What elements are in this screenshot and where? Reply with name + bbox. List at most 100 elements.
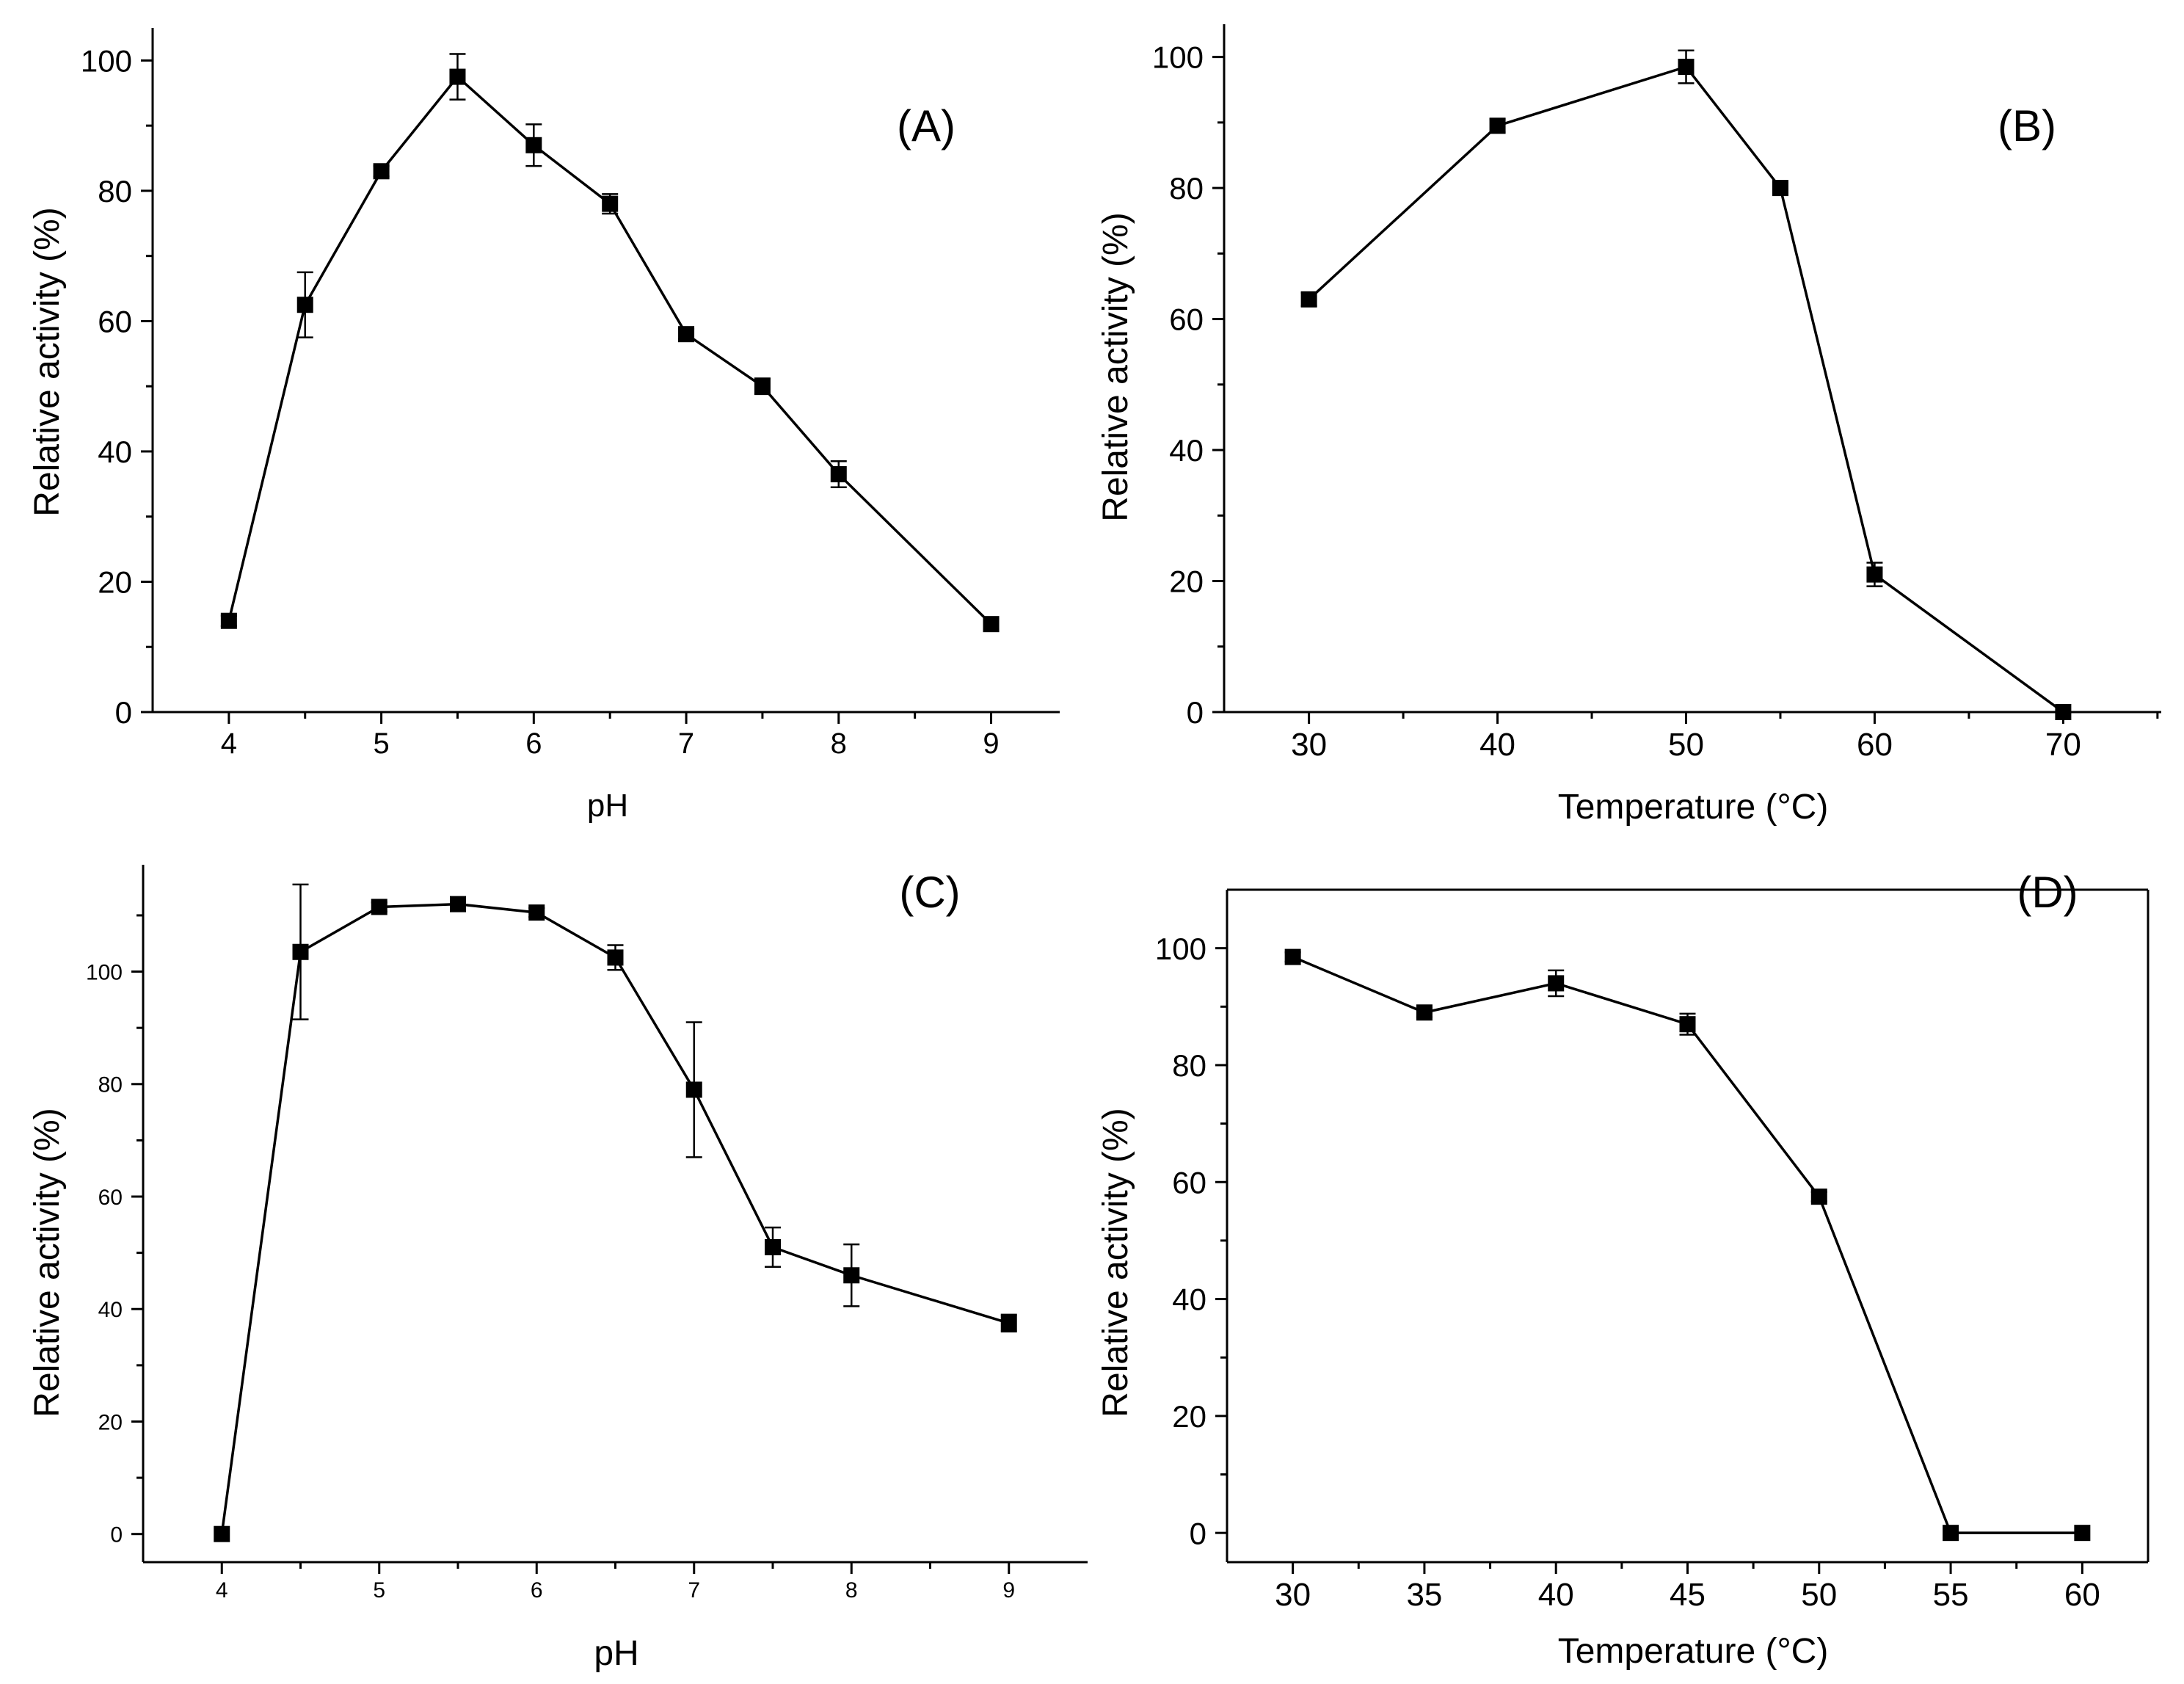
panel-d-x-tick-label: 30 <box>1275 1577 1311 1613</box>
panel-b-x-tick-label: 30 <box>1291 727 1327 763</box>
panel-a-data-point <box>754 378 771 395</box>
panel-c-data-point <box>1000 1315 1017 1332</box>
panel-c-series-line <box>220 902 1010 1534</box>
panel-d-label: (D) <box>2017 868 2078 917</box>
panel-c-data-point <box>528 904 545 921</box>
panel-d-y-tick-label: 20 <box>1172 1399 1206 1434</box>
panel-d-x-tick-label: 60 <box>2064 1577 2100 1613</box>
panel-c-x-tick-label: 7 <box>688 1578 700 1603</box>
panel-b-y-tick-label: 40 <box>1169 433 1204 468</box>
panel-d-data-point <box>1679 1016 1696 1033</box>
panel-c-y-tick-label: 100 <box>86 960 123 984</box>
panel-a-y-tick-label: 0 <box>115 695 132 730</box>
panel-c-y-tick-label: 40 <box>98 1298 123 1322</box>
panel-d-data-point <box>2074 1525 2091 1542</box>
panel-d-x-tick-label: 55 <box>1933 1577 1969 1613</box>
panel-b-y-tick-label: 100 <box>1152 40 1204 75</box>
panel-a-x-tick-label: 5 <box>373 727 389 760</box>
panel-c-y-axis-label: Relative activity (%) <box>28 1108 67 1417</box>
panel-d-y-tick-label: 80 <box>1172 1048 1206 1083</box>
panel-b-data-point <box>1866 566 1883 583</box>
panel-d-data-point <box>1416 1004 1433 1021</box>
panel-a-data-point <box>983 616 1000 633</box>
panel-d-data-point <box>1284 948 1301 965</box>
panel-d-x-tick-label: 50 <box>1801 1577 1837 1613</box>
panel-c-x-tick-label: 9 <box>1002 1578 1015 1603</box>
panel-d-y-axis-label: Relative activity (%) <box>1096 1108 1135 1417</box>
panel-a-x-tick-label: 9 <box>983 727 999 760</box>
panel-a-x-axis-label: pH <box>587 788 628 824</box>
panel-a-y-tick-label: 100 <box>81 44 132 79</box>
panel-a-series-line <box>228 75 992 625</box>
panel-a-x-tick-label: 4 <box>221 727 237 760</box>
panel-d-x-axis-label: Temperature (°C) <box>1558 1632 1829 1671</box>
panel-a: (A) pH Relative activity (%) 4 5 6 7 8 9 0 20 40… <box>28 28 1060 824</box>
panel-d-data-point <box>1548 975 1565 992</box>
panel-d-y-tick-label: 60 <box>1172 1165 1206 1200</box>
panel-c-data-point <box>607 949 624 966</box>
panel-c-y-tick-label: 80 <box>98 1073 123 1097</box>
panel-d-data-point <box>1810 1188 1827 1205</box>
panel-c-y-tick-label: 60 <box>98 1186 123 1210</box>
panel-c-data-point <box>214 1525 230 1542</box>
panel-b-y-tick-label: 0 <box>1187 695 1204 730</box>
panel-c-y-tick-label: 0 <box>110 1523 123 1547</box>
panel-b-y-tick-label: 20 <box>1169 565 1204 599</box>
panel-b: (B) Temperature (°C) Relative activity (… <box>1096 24 2161 827</box>
panel-b-y-tick-label: 60 <box>1169 302 1204 337</box>
panel-b-data-point <box>1300 291 1317 308</box>
panel-b-y-axis-label: Relative activity (%) <box>1096 212 1135 521</box>
panel-a-label: (A) <box>897 101 956 150</box>
panel-a-y-axis-label: Relative activity (%) <box>28 207 67 516</box>
panel-b-data-point <box>1678 59 1695 76</box>
panel-c-label: (C) <box>899 868 960 917</box>
panel-a-x-tick-label: 8 <box>831 727 847 760</box>
panel-b-data-point <box>1772 180 1788 197</box>
panel-a-data-point <box>449 68 466 85</box>
panel-a-x-tick-label: 6 <box>525 727 542 760</box>
panel-c-data-point <box>371 899 387 915</box>
panel-b-x-tick-label: 40 <box>1479 727 1515 763</box>
panel-c-y-tick-label: 20 <box>98 1410 123 1434</box>
panel-c-data-point <box>292 943 309 960</box>
panel-d-x-tick-label: 35 <box>1406 1577 1442 1613</box>
panel-c-x-axis-label: pH <box>594 1634 638 1673</box>
panel-c-data-point <box>685 1081 702 1098</box>
panel-b-label: (B) <box>1998 101 2056 150</box>
panel-b-x-tick-label: 60 <box>1857 727 1893 763</box>
panel-c-x-tick-label: 8 <box>845 1578 858 1603</box>
panel-a-y-tick-label: 20 <box>98 565 132 600</box>
panel-c-data-point <box>843 1267 860 1284</box>
panel-b-series-line <box>1308 65 2064 714</box>
panel-c-x-tick-label: 6 <box>531 1578 543 1603</box>
panel-d-y-tick-label: 0 <box>1190 1516 1206 1550</box>
panel-a-data-point <box>220 612 237 629</box>
panel-b-data-point <box>1489 117 1506 134</box>
panel-a-data-point <box>602 195 619 212</box>
panel-a-y-tick-label: 40 <box>98 435 132 469</box>
panel-a-data-point <box>830 466 847 483</box>
panel-d-y-tick-label: 100 <box>1155 932 1206 966</box>
panel-b-x-axis-label: Temperature (°C) <box>1558 788 1829 827</box>
panel-c-data-point <box>765 1238 781 1255</box>
panel-b-x-tick-label: 50 <box>1668 727 1704 763</box>
panel-a-data-point <box>678 326 695 343</box>
panel-d-data-point <box>1943 1525 1959 1542</box>
panel-a-x-tick-label: 7 <box>678 727 694 760</box>
panel-a-y-tick-label: 80 <box>98 174 132 208</box>
panel-d: (D) Temperature (°C) Relative activity (… <box>1096 868 2150 1671</box>
panel-c: (C) pH Relative activity (%) 4 5 6 7 8 9 0 20 40… <box>28 865 1088 1673</box>
panel-c-data-point <box>450 896 466 912</box>
panel-a-data-point <box>373 163 390 180</box>
panel-c-x-tick-label: 4 <box>216 1578 228 1603</box>
panel-d-x-tick-label: 40 <box>1538 1577 1574 1613</box>
panel-d-x-tick-label: 45 <box>1670 1577 1706 1613</box>
panel-a-y-tick-label: 60 <box>98 305 132 339</box>
panel-d-y-tick-label: 40 <box>1172 1282 1206 1317</box>
panel-c-x-tick-label: 5 <box>373 1578 385 1603</box>
panel-a-data-point <box>525 137 542 153</box>
panel-b-data-point <box>2055 704 2072 720</box>
panel-a-data-point <box>296 297 313 313</box>
